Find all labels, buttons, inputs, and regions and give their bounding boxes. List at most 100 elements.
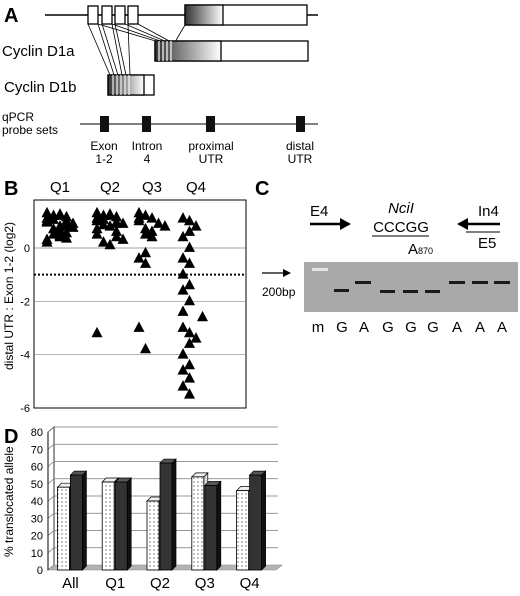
scatter-point [133, 321, 145, 332]
scatter-point [104, 208, 116, 219]
scatter-point [183, 241, 196, 252]
scatter-point [183, 257, 196, 268]
scatter-point [146, 225, 158, 236]
bar [57, 486, 70, 571]
scatter-y-tick: -6 [20, 403, 30, 415]
isoform-b-transcript [107, 74, 155, 96]
scatter-point [110, 225, 123, 236]
bar [70, 474, 83, 571]
bar-y-tick: 60 [31, 462, 43, 474]
scatter-point [47, 213, 60, 224]
scatter-point [110, 216, 123, 227]
bar-y-tick: 0 [37, 565, 43, 577]
scatter-plot: 0 -2 -4 -6 Q1 Q2 Q3 Q4 [20, 179, 247, 415]
scatter-point [177, 321, 189, 332]
lane-label: G [336, 319, 348, 336]
scatter-point [177, 284, 189, 295]
scatter-point [177, 364, 189, 375]
primer-left-label: E4 [310, 203, 328, 220]
enzyme-label: NciI [388, 200, 414, 217]
bar [159, 462, 173, 571]
scatter-point [177, 348, 189, 359]
gel-lane-labels: m G A G G G A A A [312, 319, 507, 336]
lane-label: m [312, 319, 325, 336]
scatter-point [196, 310, 209, 322]
scatter-point [177, 252, 189, 263]
scatter-point [91, 326, 103, 338]
lane-label: A [497, 319, 507, 336]
scatter-point [190, 220, 202, 231]
scatter-point [183, 326, 196, 338]
scatter-point [183, 372, 196, 383]
bar-chart: 0 10 20 30 40 50 60 70 80 All Q1 Q2 Q3 Q4 [31, 426, 283, 592]
scatter-point [139, 342, 152, 354]
scatter-point [146, 230, 158, 242]
bar [146, 500, 160, 571]
marker-size-label: 200bp [262, 285, 296, 299]
lane-label: A [475, 319, 485, 336]
scatter-point [60, 210, 73, 222]
scatter-point [139, 209, 152, 220]
bar-y-tick: 50 [31, 479, 43, 491]
lane-label: A [359, 319, 369, 336]
primer-right-top-label: In4 [478, 203, 499, 220]
scatter-point [54, 208, 66, 219]
scatter-point [183, 337, 196, 348]
bar-category-label: Q3 [195, 575, 215, 592]
scatter-y-tick: -4 [20, 350, 30, 362]
isoform-b-label: Cyclin D1b [4, 79, 77, 96]
scatter-point [133, 206, 145, 218]
bar-gridline [47, 426, 278, 433]
forward-primer-arrow [310, 218, 351, 230]
probe-1-line2: 1-2 [95, 152, 113, 166]
panel-label-d: D [4, 426, 18, 448]
scatter-point [97, 213, 110, 224]
scatter-point [97, 236, 110, 247]
bar-side [82, 470, 87, 571]
scatter-category-label: Q1 [50, 179, 70, 196]
scatter-point [67, 221, 79, 232]
panel-label-a: A [4, 5, 18, 27]
gene-structure [45, 4, 318, 76]
bar-y-tick: 40 [31, 496, 43, 508]
scatter-point [177, 230, 189, 242]
scatter-point [177, 268, 189, 279]
bar-side [171, 458, 177, 571]
probe-track [80, 116, 318, 132]
gel-image [304, 262, 518, 312]
scatter-point [54, 224, 66, 235]
bar-category-label: Q4 [240, 575, 260, 592]
bar-y-tick: 30 [31, 513, 43, 525]
scatter-point [133, 214, 145, 226]
bar-gridline [47, 443, 278, 450]
panel-label-c: C [255, 178, 269, 200]
probe-2-line1: Intron [132, 139, 163, 153]
panel-label-b: B [4, 178, 18, 200]
bar [204, 485, 218, 571]
scatter-point [159, 220, 171, 231]
scatter-point [183, 358, 196, 370]
scatter-point [41, 206, 53, 218]
scatter-y-axis-label: distal UTR : Exon 1-2 (log2) [2, 222, 16, 370]
scatter-point [41, 216, 53, 227]
scatter-point [41, 236, 53, 247]
bar-category-label: Q1 [105, 575, 125, 592]
scatter-point [91, 222, 103, 234]
bar [249, 474, 263, 571]
scatter-point [152, 217, 165, 228]
lane-label: G [405, 319, 417, 336]
snp-label: A870 [408, 241, 433, 258]
scatter-point [183, 294, 196, 306]
scatter-point [190, 332, 202, 343]
scatter-point [117, 233, 129, 244]
scatter-point [183, 278, 196, 290]
scatter-point [183, 388, 196, 399]
probe-1-line1: Exon [90, 139, 117, 153]
lane-label: G [427, 319, 439, 336]
scatter-point [139, 257, 152, 268]
scatter-point [60, 226, 73, 238]
bar-y-tick: 70 [31, 444, 43, 456]
probe-2-line2: 4 [144, 152, 151, 166]
scatter-y-tick: -2 [20, 296, 30, 308]
bar [236, 490, 250, 571]
